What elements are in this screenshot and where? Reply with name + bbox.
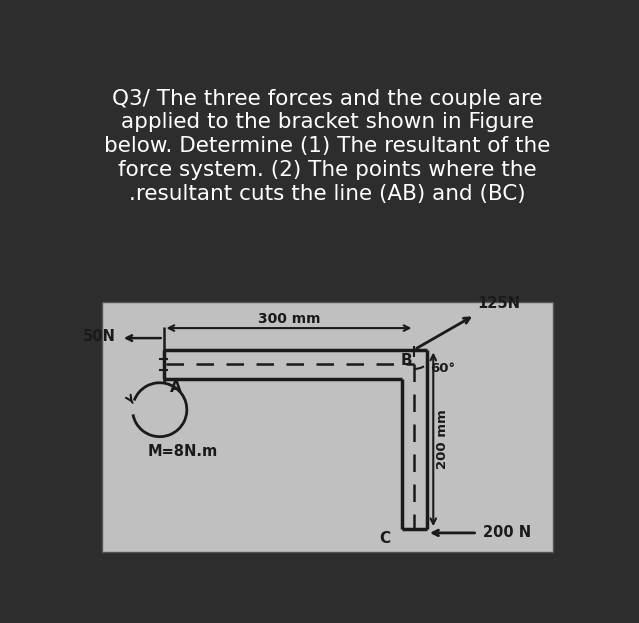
Text: C: C xyxy=(380,531,390,546)
Text: applied to the bracket shown in Figure: applied to the bracket shown in Figure xyxy=(121,113,534,133)
Text: below. Determine (1) The resultant of the: below. Determine (1) The resultant of th… xyxy=(104,136,550,156)
Text: Q3/ The three forces and the couple are: Q3/ The three forces and the couple are xyxy=(112,88,543,108)
Text: .resultant cuts the line (AB) and (BC): .resultant cuts the line (AB) and (BC) xyxy=(129,184,525,204)
Text: 50N: 50N xyxy=(82,329,116,344)
Text: 300 mm: 300 mm xyxy=(258,312,320,326)
Text: M=8N.m: M=8N.m xyxy=(148,444,219,459)
Text: 125N: 125N xyxy=(478,296,521,311)
Text: 200 N: 200 N xyxy=(483,525,531,540)
Bar xyxy=(102,302,553,552)
Text: 60°: 60° xyxy=(430,362,455,375)
Text: force system. (2) The points where the: force system. (2) The points where the xyxy=(118,160,536,180)
Text: B: B xyxy=(401,353,412,368)
Text: A: A xyxy=(170,381,181,396)
Text: 200 mm: 200 mm xyxy=(436,409,449,469)
